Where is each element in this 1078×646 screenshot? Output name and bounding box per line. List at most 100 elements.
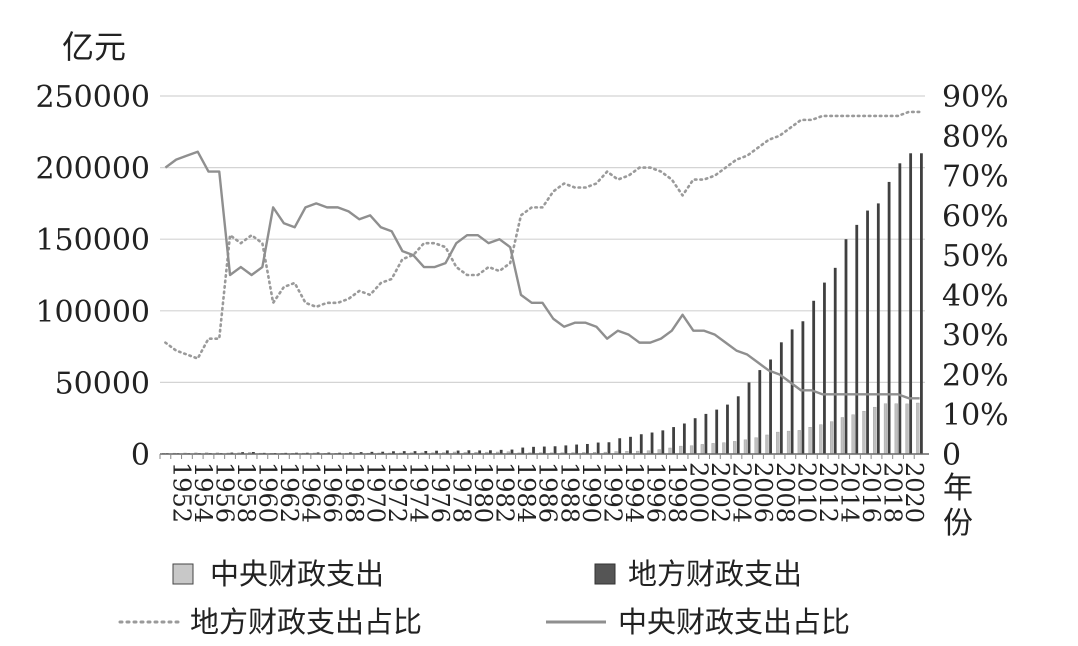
x-axis-tick-label: 1966 [318,462,346,523]
bar-local-spending [650,432,654,454]
right-axis-tick-label: 30% [942,319,1009,354]
bar-central-spending [711,443,715,455]
bar-local-spending [316,452,320,454]
x-axis-tick-label: 1992 [598,462,626,523]
x-axis-tick-label: 1954 [189,462,217,523]
bar-local-spending [251,451,255,454]
bar-central-spending [905,403,909,455]
left-axis-tick-label: 250000 [35,80,150,115]
x-axis-tick-label: 1986 [534,462,562,523]
x-axis-tick-label: 1988 [555,462,583,523]
right-axis-tick-label: 20% [942,358,1009,393]
bar-local-spending [855,224,859,454]
bar-central-spending [668,447,672,455]
bar-local-spending [478,450,482,454]
x-axis-unit-char-2: 份 [943,506,973,541]
x-axis-tick-label: 2012 [814,462,842,523]
bar-series-group [161,153,923,455]
bar-central-spending [776,431,780,455]
bar-central-spending [722,442,726,455]
bar-local-spending [704,413,708,454]
x-axis-tick-label: 2010 [792,462,820,523]
right-axis-tick-label: 50% [942,239,1009,274]
bar-central-spending [743,439,748,455]
bar-local-spending [769,359,772,454]
bar-local-spending [736,396,740,454]
bar-local-spending [553,446,557,454]
bar-central-spending [679,445,683,455]
bar-local-spending [456,450,460,454]
bar-local-spending [876,203,880,454]
left-axis-tick-label: 150000 [35,223,150,258]
x-axis-tick-label: 2020 [900,462,928,523]
x-axis-tick-label: 1996 [641,462,669,523]
bar-central-spending [883,403,888,455]
bar-central-spending [851,414,855,455]
x-axis-tick-label: 1990 [577,462,605,523]
axes-group: 0 50000 100000 150000 200000 250000 0 10% 20% 30%… [35,80,1008,523]
left-axis-tick-label: 200000 [35,152,150,187]
x-axis-tick-label: 1980 [469,462,497,523]
bar-local-spending [758,370,762,454]
right-axis-tick-label: 60% [942,199,1009,234]
line-central-share [164,150,920,400]
bar-local-spending [672,427,675,454]
x-axis-tick-label: 1978 [448,462,476,523]
bar-local-spending [715,409,719,454]
bar-local-spending [435,450,438,454]
legend-label-local-spending: 地方财政支出 [628,557,802,591]
bar-local-spending [629,436,632,454]
x-axis-tick-label: 1984 [512,462,540,523]
bar-local-spending [833,267,837,454]
right-axis-tick-label: 40% [942,279,1009,314]
x-axis-tick-label: 1970 [361,462,389,523]
bar-local-spending [909,153,913,454]
x-axis-tick-label: 2016 [857,462,885,523]
x-axis-tick-label: 1972 [383,462,411,523]
bar-local-spending [348,452,352,454]
x-axis-tick-label: 2000 [685,462,713,523]
bar-local-spending [639,434,643,454]
bar-local-spending [682,423,686,454]
bar-local-spending [726,404,729,454]
legend-label-central-spending: 中央财政支出 [210,557,384,591]
bar-local-spending [607,442,611,454]
bar-local-spending [381,451,385,454]
bar-local-spending [898,163,902,454]
x-axis-tick-label: 2018 [879,462,907,523]
bar-local-spending [424,450,428,454]
bar-central-spending [894,403,898,455]
bar-local-spending [801,321,805,454]
bar-central-spending [840,417,844,455]
bar-local-spending [510,449,514,454]
line-series-group [164,110,921,400]
bar-local-spending [489,450,492,454]
x-axis-tick-label: 1976 [426,462,454,523]
left-axis-unit: 亿元 [62,28,126,66]
bar-local-spending [618,438,622,454]
x-axis-tick-label: 2008 [771,462,799,523]
x-axis-tick-label: 1982 [491,462,519,523]
bar-local-spending [693,418,697,454]
legend-swatch-central-spending [172,563,194,585]
bar-local-spending [532,446,535,454]
bar-local-spending [575,444,579,454]
right-axis-tick-label: 10% [942,398,1009,433]
bar-central-spending [689,445,694,455]
bar-local-spending [823,282,826,454]
bar-local-spending [542,446,546,454]
x-axis-tick-label: 1998 [663,462,691,523]
bar-central-spending [700,444,704,455]
bar-local-spending [499,449,503,454]
x-axis-tick-label: 2014 [835,462,863,523]
bar-local-spending [844,239,848,454]
x-axis-tick-label: 1956 [210,462,238,523]
bar-local-spending [747,382,751,454]
x-axis-tick-label: 1968 [340,462,368,523]
bar-central-spending [754,437,758,455]
bar-local-spending [790,329,794,454]
bar-central-spending [808,427,812,455]
bar-local-spending [521,447,525,454]
bar-local-spending [779,342,783,454]
bar-local-spending [812,300,816,454]
